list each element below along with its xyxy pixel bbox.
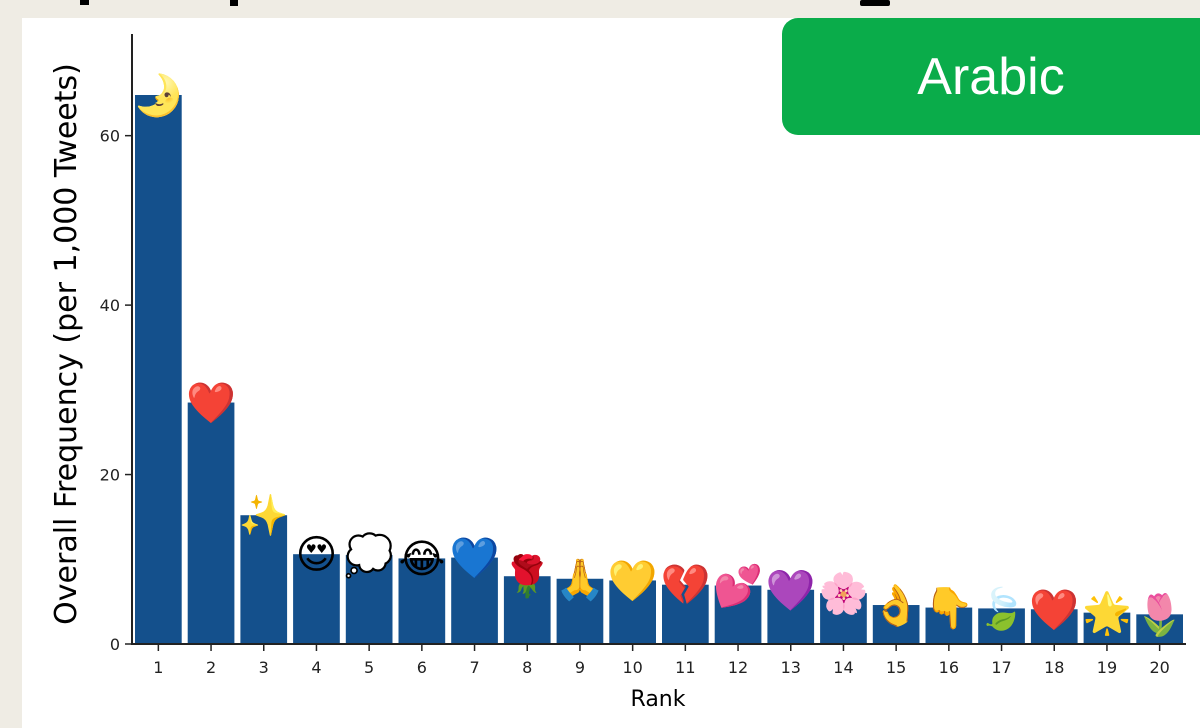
bar-rank-10: [609, 580, 656, 644]
bar-rank-20: [1136, 614, 1183, 644]
language-badge-label: Arabic: [917, 47, 1065, 106]
bar-rank-14: [820, 593, 867, 644]
x-tick-label: 1: [153, 658, 163, 677]
x-tick-label: 15: [886, 658, 906, 677]
bar-rank-8: [503, 576, 551, 644]
bar-rank-18: [1030, 609, 1078, 644]
x-tick-label: 12: [728, 658, 748, 677]
emoji-markers-group: 🌛❤️✨😍 💭 😂 💙 🌹 🙏 💛 💔 💕 💜 🌸 👌 👇 🍃 ❤️ 🌟 🌷: [133, 72, 1184, 638]
x-tick-label: 16: [939, 658, 959, 677]
x-tick-label: 5: [364, 658, 374, 677]
x-tick-label: 10: [622, 658, 642, 677]
x-axis-label: Rank: [631, 687, 686, 712]
bar-rank-2: [187, 402, 235, 644]
x-tick-label: 17: [991, 658, 1011, 677]
title-strip-cropped: [0, 0, 1200, 18]
bar-rank-4: [293, 554, 340, 644]
x-tick-label: 13: [781, 658, 801, 677]
x-tick-label: 14: [833, 658, 853, 677]
emoji-marker-rank-13: 💜: [766, 568, 816, 614]
y-tick-label: 60: [100, 127, 120, 146]
x-tick-label: 11: [675, 658, 695, 677]
emoji-marker-rank-19: 🌟: [1082, 590, 1132, 637]
emoji-marker-rank-20: 🌷: [1135, 591, 1185, 638]
emoji-marker-rank-5: 💭: [344, 531, 394, 579]
bar-rank-3: [240, 515, 288, 644]
bar-rank-5: [345, 555, 393, 644]
x-tick-label: 4: [311, 658, 321, 677]
x-tick-label: 3: [259, 658, 269, 677]
bar-rank-12: [714, 585, 762, 644]
x-tick-label: 7: [469, 658, 479, 677]
emoji-marker-rank-17: 🍃: [977, 584, 1027, 632]
x-ticks-group: 1 2 3 4 5 6 7 8 9 10 11 12 13 14 15 16 17 18 19 20: [153, 644, 1170, 677]
x-tick-label: 6: [417, 658, 427, 677]
language-badge: Arabic: [782, 18, 1200, 135]
bar-rank-1: [135, 95, 182, 644]
y-ticks-group: 0 20 40 60: [100, 127, 132, 654]
y-tick-label: 0: [110, 635, 120, 654]
emoji-marker-rank-6: 😂: [398, 536, 445, 582]
emoji-marker-rank-8: 🌹: [502, 552, 552, 600]
emoji-marker-rank-7: 💙: [450, 536, 500, 582]
bar-rank-16: [925, 607, 973, 644]
emoji-marker-rank-3: ✨: [239, 493, 289, 539]
x-tick-label: 2: [206, 658, 216, 677]
emoji-marker-rank-12: 💕: [713, 563, 763, 610]
emoji-marker-rank-18: ❤️: [1029, 587, 1079, 633]
bar-rank-7: [451, 557, 498, 644]
emoji-marker-rank-4: 😍: [296, 532, 338, 578]
y-tick-label: 40: [100, 296, 120, 315]
bar-rank-19: [1083, 612, 1131, 644]
emoji-marker-rank-11: 💔: [660, 563, 710, 609]
x-tick-label: 18: [1044, 658, 1064, 677]
y-axis-label: Overall Frequency (per 1,000 Tweets): [49, 63, 84, 625]
emoji-marker-rank-2: ❤️: [186, 381, 236, 427]
x-tick-label: 9: [575, 658, 585, 677]
bar-rank-9: [556, 578, 604, 644]
bar-rank-15: [872, 605, 920, 644]
x-tick-label: 20: [1149, 658, 1169, 677]
x-tick-label: 19: [1097, 658, 1117, 677]
emoji-marker-rank-15: 👌: [871, 583, 921, 629]
emoji-marker-rank-10: 💛: [608, 558, 658, 604]
cropped-title-glyphs: [80, 0, 890, 6]
bar-rank-6: [398, 558, 446, 644]
bar-rank-13: [767, 589, 815, 644]
bars-group: [135, 95, 1183, 644]
emoji-marker-rank-14: 🌸: [819, 570, 869, 617]
x-tick-label: 8: [522, 658, 532, 677]
bar-rank-17: [978, 608, 1025, 644]
emoji-marker-rank-9: 🙏: [555, 557, 605, 603]
emoji-marker-rank-1: 🌛: [133, 72, 183, 119]
emoji-marker-rank-16: 👇: [924, 586, 974, 632]
y-tick-label: 20: [100, 466, 120, 485]
bar-rank-11: [662, 584, 709, 644]
